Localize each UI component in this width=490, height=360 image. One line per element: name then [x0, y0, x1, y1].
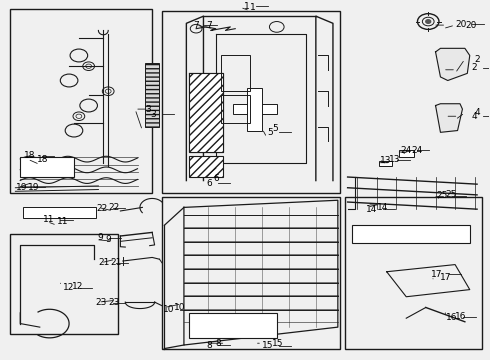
Bar: [162, 11, 340, 193]
Text: 14: 14: [366, 205, 377, 214]
Bar: [10, 234, 118, 334]
Text: 20: 20: [465, 21, 476, 30]
Text: 8: 8: [216, 339, 221, 348]
Bar: [20, 157, 74, 177]
Text: 11: 11: [57, 217, 69, 226]
Bar: [162, 197, 340, 348]
Text: 7: 7: [193, 21, 198, 30]
Text: 9: 9: [98, 233, 103, 242]
Text: 22: 22: [108, 203, 120, 212]
Text: 17: 17: [441, 273, 452, 282]
Bar: [145, 63, 159, 127]
Text: 6: 6: [213, 174, 219, 183]
Text: 10: 10: [163, 306, 174, 315]
Text: 2: 2: [475, 55, 480, 64]
Text: 12: 12: [72, 282, 83, 291]
Text: 9: 9: [106, 235, 112, 244]
Text: 12: 12: [63, 283, 74, 292]
Bar: [23, 207, 96, 218]
Text: 3: 3: [145, 105, 150, 114]
Text: 23: 23: [108, 298, 120, 307]
Bar: [220, 55, 250, 91]
Text: 19: 19: [27, 183, 39, 192]
Text: 1: 1: [244, 2, 250, 11]
Text: 21: 21: [98, 258, 110, 267]
Circle shape: [426, 20, 431, 23]
Text: 18: 18: [37, 155, 49, 164]
Text: 13: 13: [380, 156, 392, 165]
Text: 25: 25: [445, 190, 457, 199]
Text: 5: 5: [272, 124, 278, 133]
Text: 16: 16: [455, 312, 466, 321]
Text: 1: 1: [250, 3, 256, 12]
Text: 6: 6: [206, 179, 212, 188]
Bar: [345, 197, 482, 348]
Text: 11: 11: [43, 215, 54, 224]
Bar: [189, 156, 223, 177]
Polygon shape: [436, 48, 470, 81]
Bar: [399, 150, 414, 157]
Bar: [220, 95, 250, 123]
Text: 17: 17: [431, 270, 443, 279]
Text: 4: 4: [471, 112, 477, 121]
Text: 14: 14: [377, 203, 388, 212]
Text: 20: 20: [455, 19, 466, 28]
Bar: [247, 87, 262, 131]
Text: 7: 7: [206, 21, 212, 30]
Text: 24: 24: [411, 146, 422, 155]
Bar: [10, 9, 152, 193]
Text: 2: 2: [471, 63, 477, 72]
Text: 16: 16: [446, 313, 458, 322]
Text: 15: 15: [272, 339, 283, 348]
Text: 25: 25: [437, 192, 448, 201]
Bar: [189, 73, 223, 152]
Bar: [189, 313, 277, 338]
Text: 4: 4: [475, 108, 480, 117]
Bar: [233, 104, 277, 114]
Text: 5: 5: [267, 128, 273, 137]
Polygon shape: [436, 104, 463, 132]
Bar: [352, 225, 470, 243]
Text: 22: 22: [96, 204, 107, 213]
Text: 13: 13: [389, 155, 401, 164]
Text: 15: 15: [262, 341, 273, 350]
Text: 8: 8: [206, 341, 212, 350]
Text: 24: 24: [400, 146, 411, 155]
Bar: [379, 161, 392, 166]
Text: 3: 3: [150, 110, 156, 119]
Text: 23: 23: [96, 298, 107, 307]
Text: 21: 21: [111, 258, 122, 267]
Text: 19: 19: [16, 183, 27, 192]
Text: 18: 18: [24, 151, 36, 160]
Text: 10: 10: [174, 303, 186, 312]
